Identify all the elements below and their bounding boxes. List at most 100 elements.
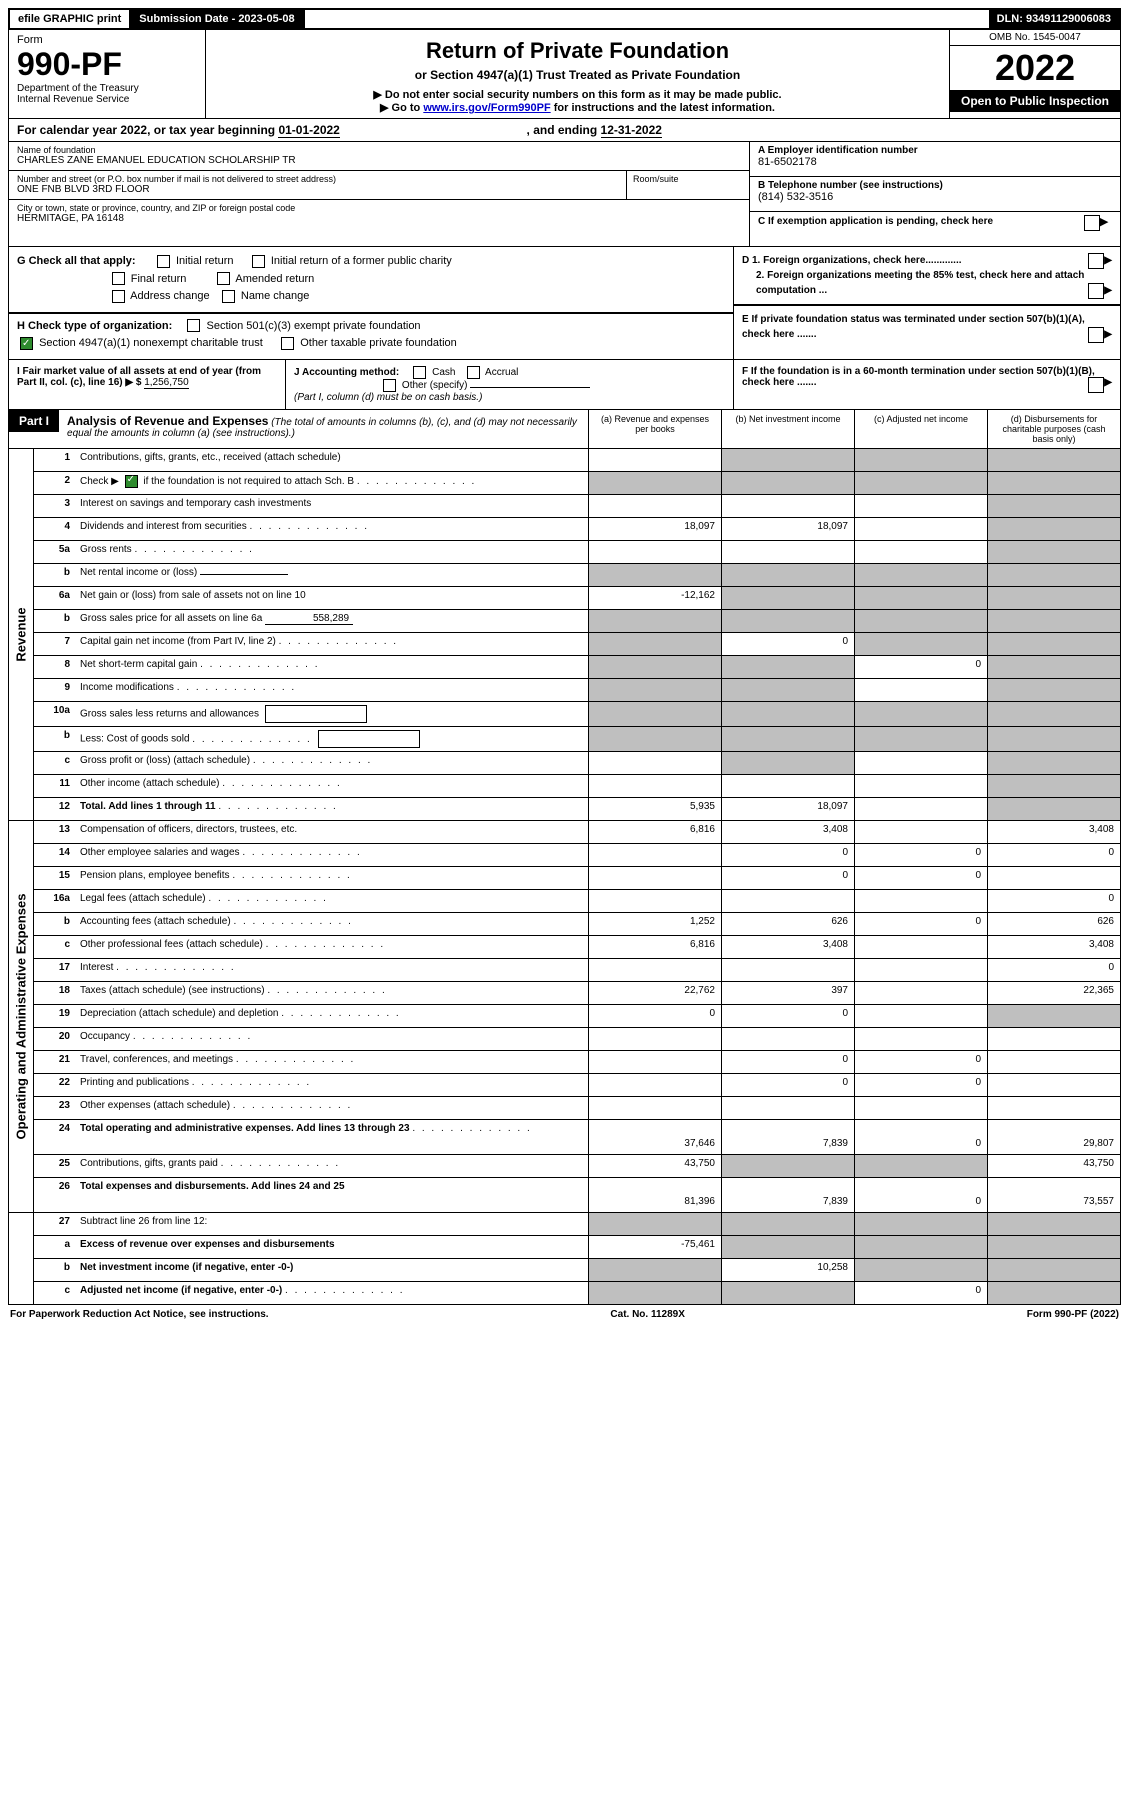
revenue-side-label: Revenue	[9, 449, 34, 820]
l7: Capital gain net income (from Part IV, l…	[76, 633, 588, 655]
l26-c: 0	[854, 1178, 987, 1212]
calendar-year-row: For calendar year 2022, or tax year begi…	[8, 119, 1121, 142]
l12-a: 5,935	[588, 798, 721, 820]
tax-year: 2022	[950, 46, 1120, 90]
dln: DLN: 93491129006083	[989, 10, 1119, 28]
f-label: F If the foundation is in a 60-month ter…	[742, 366, 1095, 388]
l17-txt: Interest	[80, 962, 113, 973]
l16c-a: 6,816	[588, 936, 721, 958]
f-checkbox[interactable]	[1088, 377, 1104, 393]
l2-checkbox[interactable]	[125, 475, 138, 488]
l24: Total operating and administrative expen…	[76, 1120, 588, 1154]
form-number: 990-PF	[17, 46, 197, 83]
j-other-checkbox[interactable]	[383, 379, 396, 392]
l10a-txt: Gross sales less returns and allowances	[80, 709, 259, 720]
l26-txt: Total expenses and disbursements. Add li…	[80, 1181, 345, 1192]
l5a: Gross rents	[76, 541, 588, 563]
col-a-hdr: (a) Revenue and expenses per books	[588, 410, 721, 448]
l26-b: 7,839	[721, 1178, 854, 1212]
submission-date: Submission Date - 2023-05-08	[131, 10, 304, 28]
d1-checkbox[interactable]	[1088, 253, 1104, 269]
footer-right: Form 990-PF (2022)	[1027, 1309, 1119, 1320]
g-initial-public-checkbox[interactable]	[252, 255, 265, 268]
foundation-name: CHARLES ZANE EMANUEL EDUCATION SCHOLARSH…	[17, 155, 741, 166]
l10c-txt: Gross profit or (loss) (attach schedule)	[80, 755, 250, 766]
l25-a: 43,750	[588, 1155, 721, 1177]
j-accrual-checkbox[interactable]	[467, 366, 480, 379]
g-block: G Check all that apply: Initial return I…	[9, 247, 734, 359]
g-initial-checkbox[interactable]	[157, 255, 170, 268]
h-4947-checkbox[interactable]	[20, 337, 33, 350]
h-other-checkbox[interactable]	[281, 337, 294, 350]
l21-c: 0	[854, 1051, 987, 1073]
l16b-a: 1,252	[588, 913, 721, 935]
j-label: J Accounting method:	[294, 367, 399, 378]
l16b-d: 626	[987, 913, 1120, 935]
l18: Taxes (attach schedule) (see instruction…	[76, 982, 588, 1004]
instr-link: ▶ Go to www.irs.gov/Form990PF for instru…	[214, 101, 941, 114]
g-namechange-checkbox[interactable]	[222, 290, 235, 303]
info-right: A Employer identification number 81-6502…	[749, 142, 1120, 246]
city-label: City or town, state or province, country…	[17, 203, 741, 213]
l16b: Accounting fees (attach schedule)	[76, 913, 588, 935]
l19: Depreciation (attach schedule) and deple…	[76, 1005, 588, 1027]
opex-table: Operating and Administrative Expenses 13…	[8, 821, 1121, 1213]
l4-txt: Dividends and interest from securities	[80, 521, 247, 532]
i-value: 1,256,750	[144, 377, 189, 389]
dept: Department of the Treasury	[17, 83, 197, 94]
l12-txt: Total. Add lines 1 through 11	[80, 801, 216, 812]
h-o3: Other taxable private foundation	[300, 337, 457, 349]
ein: 81-6502178	[758, 156, 1112, 168]
cal-mid: , and ending	[527, 123, 601, 137]
l16c-b: 3,408	[721, 936, 854, 958]
form-header: Form 990-PF Department of the Treasury I…	[8, 30, 1121, 119]
col-c-hdr: (c) Adjusted net income	[854, 410, 987, 448]
d1: D 1. Foreign organizations, check here..…	[742, 255, 962, 266]
cal-end: 12-31-2022	[601, 123, 662, 138]
l27c: Adjusted net income (if negative, enter …	[76, 1282, 588, 1304]
d2: 2. Foreign organizations meeting the 85%…	[756, 270, 1084, 296]
cal-begin: 01-01-2022	[278, 123, 339, 138]
l20-txt: Occupancy	[80, 1031, 130, 1042]
l17-d: 0	[987, 959, 1120, 981]
g-amended-checkbox[interactable]	[217, 272, 230, 285]
h-501c3-checkbox[interactable]	[187, 319, 200, 332]
l15-c: 0	[854, 867, 987, 889]
d2-checkbox[interactable]	[1088, 283, 1104, 299]
l5a-txt: Gross rents	[80, 544, 132, 555]
l14-d: 0	[987, 844, 1120, 866]
g-address-checkbox[interactable]	[112, 290, 125, 303]
col-b-hdr: (b) Net investment income	[721, 410, 854, 448]
j-o1: Cash	[432, 367, 455, 378]
l21-b: 0	[721, 1051, 854, 1073]
l6a-a: -12,162	[588, 587, 721, 609]
i-block: I Fair market value of all assets at end…	[9, 360, 286, 409]
l22-c: 0	[854, 1074, 987, 1096]
j-o3: Other (specify)	[402, 380, 468, 391]
g-final-checkbox[interactable]	[112, 272, 125, 285]
g-o1: Initial return	[176, 255, 233, 267]
l4-b: 18,097	[721, 518, 854, 540]
arrow-icon: ▶	[1104, 283, 1112, 298]
l18-a: 22,762	[588, 982, 721, 1004]
c-checkbox[interactable]	[1084, 215, 1100, 231]
form990pf-link[interactable]: www.irs.gov/Form990PF	[423, 102, 550, 114]
l27a-txt: Excess of revenue over expenses and disb…	[80, 1239, 335, 1250]
instr-ssn: ▶ Do not enter social security numbers o…	[214, 88, 941, 101]
e-checkbox[interactable]	[1088, 327, 1104, 343]
l5b-input	[200, 574, 288, 575]
l16a-d: 0	[987, 890, 1120, 912]
l14: Other employee salaries and wages	[76, 844, 588, 866]
e-label: E If private foundation status was termi…	[742, 314, 1085, 340]
l27c-c: 0	[854, 1282, 987, 1304]
l19-b: 0	[721, 1005, 854, 1027]
l10b: Less: Cost of goods sold	[76, 727, 588, 751]
j-cash-checkbox[interactable]	[413, 366, 426, 379]
arrow-icon: ▶	[1104, 327, 1112, 342]
opex-side-label: Operating and Administrative Expenses	[9, 821, 34, 1212]
cal-pre: For calendar year 2022, or tax year begi…	[17, 123, 278, 137]
l15-b: 0	[721, 867, 854, 889]
l18-d: 22,365	[987, 982, 1120, 1004]
form-subtitle: or Section 4947(a)(1) Trust Treated as P…	[214, 68, 941, 82]
footer-left: For Paperwork Reduction Act Notice, see …	[10, 1309, 269, 1320]
